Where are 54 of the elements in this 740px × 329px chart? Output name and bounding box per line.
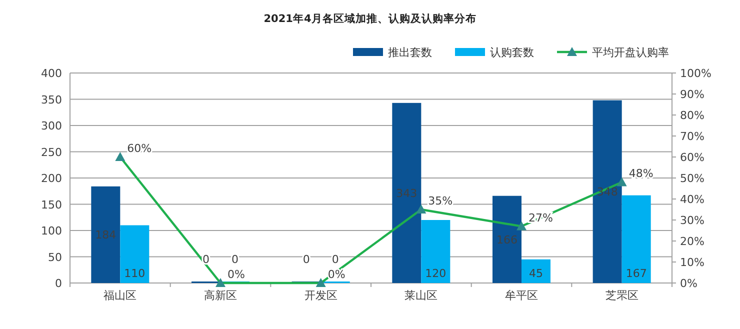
y-tick-label: 100 bbox=[41, 224, 62, 238]
y2-tick-label: 100% bbox=[680, 67, 712, 80]
bar bbox=[522, 259, 550, 283]
legend-label: 推出套数 bbox=[388, 46, 432, 59]
y-tick-label: 300 bbox=[41, 120, 62, 132]
data-label: 110 bbox=[124, 267, 146, 280]
data-label: 120 bbox=[425, 267, 446, 280]
y2-tick-label: 0% bbox=[680, 277, 698, 290]
data-label: 60% bbox=[127, 142, 152, 155]
data-label: 348 bbox=[596, 186, 618, 199]
y2-tick-label: 90% bbox=[680, 88, 704, 101]
y2-tick-label: 50% bbox=[680, 172, 704, 185]
x-tick-label: 开发区 bbox=[304, 289, 338, 302]
x-tick-label: 莱山区 bbox=[404, 289, 438, 302]
bar bbox=[120, 225, 150, 283]
y-tick-label: 150 bbox=[41, 198, 62, 212]
chart-title: 2021年4月各区域加推、认购及认购率分布 bbox=[264, 12, 476, 25]
y-tick-label: 200 bbox=[41, 172, 62, 185]
y2-tick-label: 60% bbox=[680, 151, 704, 164]
y2-tick-label: 20% bbox=[680, 235, 704, 248]
data-label: 0 bbox=[232, 253, 238, 266]
y-tick-label: 350 bbox=[41, 93, 62, 106]
data-label: 0 bbox=[302, 253, 310, 266]
data-label: 0 bbox=[202, 253, 210, 266]
data-label: 45 bbox=[529, 267, 543, 280]
bar bbox=[622, 195, 651, 283]
y-tick-label: 250 bbox=[41, 146, 62, 159]
data-label: 167 bbox=[626, 267, 647, 280]
bar bbox=[492, 196, 522, 283]
bar bbox=[592, 100, 622, 283]
y2-tick-label: 10% bbox=[680, 256, 704, 269]
y-tick-label: 0 bbox=[55, 277, 62, 290]
y2-tick-label: 30% bbox=[680, 214, 704, 227]
data-label: 184 bbox=[95, 228, 116, 242]
x-tick-label: 芝罘区 bbox=[605, 289, 638, 302]
y2-tick-label: 80% bbox=[680, 109, 704, 122]
data-label: 48% bbox=[628, 167, 654, 180]
bar bbox=[421, 220, 450, 283]
data-label: 0 bbox=[332, 253, 339, 266]
bar bbox=[392, 102, 422, 283]
data-label: 166 bbox=[496, 233, 518, 246]
data-label: 35% bbox=[428, 194, 453, 208]
x-tick-label: 高新区 bbox=[204, 289, 237, 302]
data-label: 343 bbox=[396, 186, 418, 200]
legend-label: 认购套数 bbox=[490, 46, 534, 59]
y2-tick-label: 70% bbox=[680, 130, 704, 143]
y2-tick-label: 40% bbox=[680, 193, 704, 206]
x-tick-label: 牟平区 bbox=[505, 289, 538, 302]
y-tick-label: 50 bbox=[48, 250, 62, 264]
bar bbox=[91, 186, 120, 283]
x-tick-label: 福山区 bbox=[104, 289, 137, 302]
y-tick-label: 400 bbox=[41, 67, 62, 80]
legend-label: 平均开盘认购率 bbox=[592, 46, 669, 59]
data-label: 0% bbox=[228, 268, 245, 281]
